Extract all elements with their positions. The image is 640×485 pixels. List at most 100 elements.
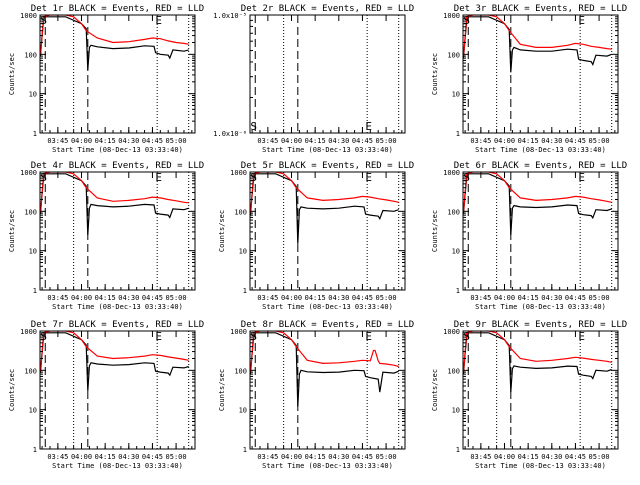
x-tick-label: 04:00	[71, 137, 92, 145]
y-axis-label: Counts/sec	[8, 369, 16, 411]
x-axis-label: Start Time (08-Dec-13 03:33:40)	[475, 462, 606, 470]
x-tick-label: 03:45	[257, 294, 278, 302]
plot-frame	[249, 14, 406, 134]
y-tick-label: 10	[29, 248, 37, 256]
x-tick-label: 04:45	[565, 294, 586, 302]
series-events	[40, 332, 189, 391]
x-tick-label: 04:30	[541, 137, 562, 145]
end-marker: E	[365, 171, 372, 184]
y-axis-label: Counts/sec	[218, 369, 226, 411]
x-tick-label: 04:45	[352, 137, 373, 145]
x-tick-label: 04:45	[565, 453, 586, 461]
y-axis-label: Counts/sec	[218, 210, 226, 252]
series-events	[463, 173, 612, 236]
y-axis-label: Counts/sec	[431, 210, 439, 252]
plot-frame	[39, 330, 196, 450]
series-lld	[463, 15, 612, 57]
panel-title: Det 4r BLACK = Events, RED = LLD	[31, 161, 204, 171]
start-marker: S	[40, 14, 47, 27]
y-tick-label: 100	[24, 208, 37, 216]
y-tick-label: 1000	[230, 328, 247, 336]
x-tick-label: 04:00	[494, 453, 515, 461]
plot-frame	[462, 171, 619, 291]
end-marker: E	[155, 171, 162, 184]
x-tick-label: 04:00	[281, 453, 302, 461]
x-tick-label: 04:30	[541, 294, 562, 302]
y-tick-label: 10	[452, 91, 460, 99]
plot-frame	[249, 330, 406, 450]
x-tick-label: 05:00	[589, 137, 610, 145]
y-tick-label: 10	[29, 407, 37, 415]
panel-title: Det 8r BLACK = Events, RED = LLD	[241, 320, 414, 330]
y-tick-label: 1	[243, 287, 247, 295]
plot-frame	[39, 171, 196, 291]
x-tick-label: 04:45	[142, 294, 163, 302]
panel-title: Det 7r BLACK = Events, RED = LLD	[31, 320, 204, 330]
start-marker: S	[250, 120, 257, 133]
y-tick-label: 1	[456, 287, 460, 295]
y-tick-label: 100	[447, 367, 460, 375]
series-events	[250, 173, 399, 244]
y-tick-label: 100	[24, 367, 37, 375]
y-axis-label: Counts/sec	[8, 53, 16, 95]
panel-det3r: Det 3r BLACK = Events, RED = LLD Counts/s…	[431, 4, 627, 154]
panel-det8r: Det 8r BLACK = Events, RED = LLD Counts/s…	[218, 320, 414, 470]
y-tick-label: 1	[33, 287, 37, 295]
y-tick-label: 1000	[20, 12, 37, 20]
y-tick-label: 10	[239, 407, 247, 415]
y-tick-label: 1.0x10⁻⁶	[213, 130, 247, 138]
series-lld	[40, 172, 189, 213]
x-tick-label: 05:00	[376, 137, 397, 145]
panel-det7r: Det 7r BLACK = Events, RED = LLD Counts/s…	[8, 320, 204, 470]
end-marker: E	[365, 120, 372, 133]
start-marker: S	[40, 330, 47, 343]
panel-title: Det 3r BLACK = Events, RED = LLD	[454, 4, 627, 14]
x-tick-label: 03:45	[257, 137, 278, 145]
end-marker: E	[155, 14, 162, 27]
x-tick-label: 04:45	[142, 137, 163, 145]
x-tick-label: 04:30	[328, 453, 349, 461]
x-tick-label: 04:15	[95, 137, 116, 145]
x-tick-label: 04:30	[328, 294, 349, 302]
series-lld	[250, 331, 399, 373]
start-marker: S	[40, 171, 47, 184]
y-tick-label: 1000	[20, 169, 37, 177]
x-tick-label: 04:00	[494, 294, 515, 302]
x-tick-label: 04:30	[118, 294, 139, 302]
start-marker: S	[250, 171, 257, 184]
y-tick-label: 100	[447, 51, 460, 59]
x-axis-label: Start Time (08-Dec-13 03:33:40)	[52, 462, 183, 470]
x-tick-label: 05:00	[376, 453, 397, 461]
x-tick-label: 04:15	[305, 453, 326, 461]
panel-det2r: Det 2r BLACK = Events, RED = LLD 1.0x10⁻⁶…	[213, 4, 414, 154]
end-marker: E	[578, 14, 585, 27]
y-tick-label: 1000	[443, 169, 460, 177]
x-tick-label: 04:15	[518, 453, 539, 461]
y-tick-label: 1000	[20, 328, 37, 336]
panel-title: Det 9r BLACK = Events, RED = LLD	[454, 320, 627, 330]
y-axis-label: Counts/sec	[8, 210, 16, 252]
series-lld	[463, 331, 612, 373]
series-events	[40, 173, 189, 236]
panel-det6r: Det 6r BLACK = Events, RED = LLD Counts/s…	[431, 161, 627, 311]
x-axis-label: Start Time (08-Dec-13 03:33:40)	[475, 303, 606, 311]
panel-det4r: Det 4r BLACK = Events, RED = LLD Counts/s…	[8, 161, 204, 311]
x-tick-label: 04:15	[305, 294, 326, 302]
x-tick-label: 04:30	[541, 453, 562, 461]
x-tick-label: 05:00	[166, 294, 187, 302]
x-axis-label: Start Time (08-Dec-13 03:33:40)	[52, 146, 183, 154]
x-axis-label: Start Time (08-Dec-13 03:33:40)	[475, 146, 606, 154]
plot-frame	[249, 171, 406, 291]
end-marker: E	[365, 330, 372, 343]
start-marker: S	[250, 330, 257, 343]
x-tick-label: 04:15	[518, 294, 539, 302]
y-tick-label: 10	[452, 407, 460, 415]
series-events	[40, 16, 189, 71]
x-tick-label: 03:45	[47, 453, 68, 461]
x-tick-label: 04:30	[328, 137, 349, 145]
y-tick-label: 1	[456, 130, 460, 138]
y-tick-label: 1	[33, 130, 37, 138]
plot-frame	[39, 14, 196, 134]
x-tick-label: 04:00	[71, 453, 92, 461]
